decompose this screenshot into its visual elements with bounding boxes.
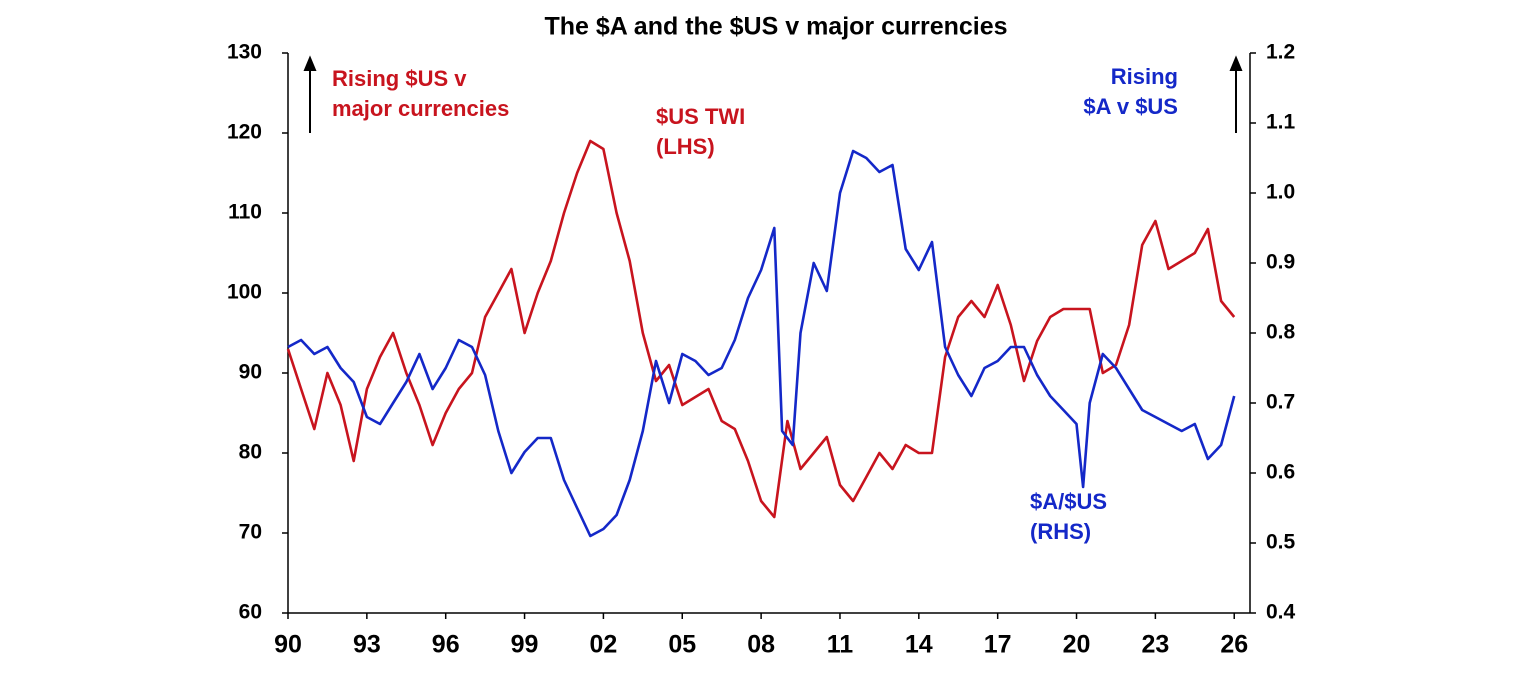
y-tick-label: 100 [227, 281, 262, 304]
x-tick-label: 96 [432, 631, 460, 659]
annotation: Rising $US v [332, 66, 467, 91]
y2-tick-label: 1.1 [1266, 111, 1296, 134]
y-tick-label: 90 [239, 361, 262, 384]
x-tick-label: 20 [1063, 631, 1091, 659]
x-tick-label: 11 [827, 631, 854, 659]
annotation: major currencies [332, 96, 509, 121]
x-tick-label: 02 [590, 631, 618, 659]
chart-title: The $A and the $US v major currencies [544, 13, 1007, 41]
x-tick-label: 93 [353, 631, 381, 659]
x-tick-label: 90 [274, 631, 302, 659]
x-tick-label: 99 [511, 631, 539, 659]
series-line [287, 149, 1236, 538]
x-tick-label: 14 [905, 631, 933, 659]
arrows [303, 55, 1243, 133]
y2-tick-label: 0.7 [1266, 391, 1295, 414]
arrow-head [303, 55, 317, 71]
x-tick-label: 23 [1141, 631, 1169, 659]
annotation: $A v $US [1083, 94, 1178, 119]
annotation: (RHS) [1030, 519, 1091, 544]
y2-tick-label: 0.6 [1266, 461, 1295, 484]
y2-tick-label: 0.5 [1266, 531, 1296, 554]
y-tick-label: 120 [227, 121, 262, 144]
annotation: $US TWI [656, 104, 745, 129]
y-tick-label: 130 [227, 41, 262, 64]
x-tick-label: 08 [747, 631, 775, 659]
annotation: (LHS) [656, 134, 715, 159]
y2-tick-label: 1.2 [1266, 41, 1295, 64]
series-line [286, 139, 1236, 519]
y2-tick-label: 0.8 [1266, 321, 1296, 344]
y-tick-label: 70 [239, 521, 262, 544]
arrow-head [1229, 55, 1243, 71]
x-tick-label: 17 [984, 631, 1012, 659]
annotation: Rising [1111, 64, 1178, 89]
x-tick-label: 26 [1220, 631, 1248, 659]
annotation: $A/$US [1030, 489, 1107, 514]
y-tick-label: 60 [239, 601, 262, 624]
y2-tick-label: 0.9 [1266, 251, 1295, 274]
y2-tick-label: 0.4 [1266, 601, 1296, 624]
x-tick-label: 05 [668, 631, 696, 659]
y2-tick-label: 1.0 [1266, 181, 1295, 204]
y-tick-label: 80 [239, 441, 262, 464]
y-tick-label: 110 [228, 201, 262, 224]
